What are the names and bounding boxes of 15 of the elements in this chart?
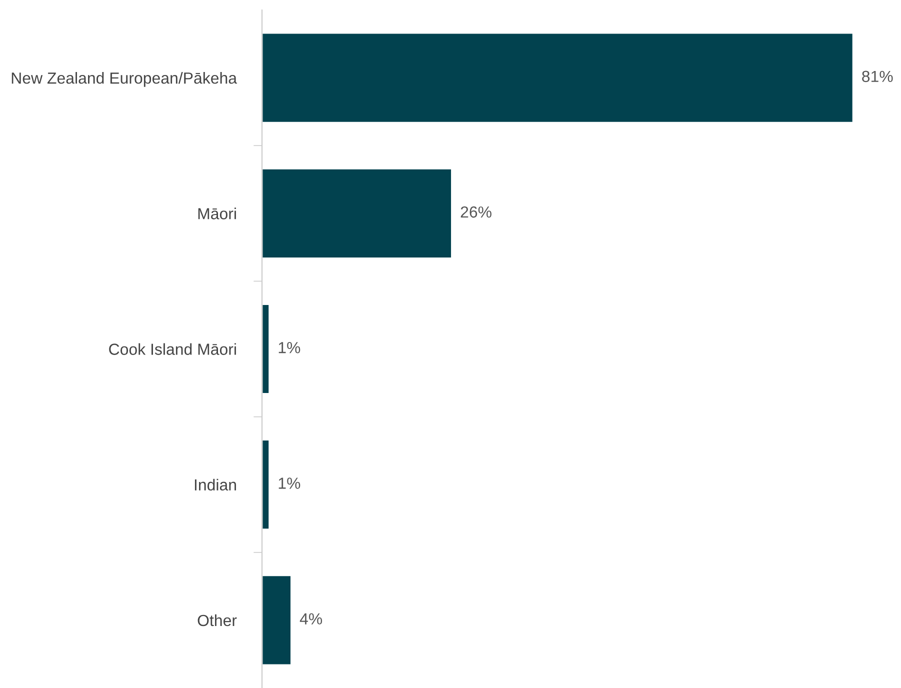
y-tick-label: Other xyxy=(198,614,237,626)
bar xyxy=(262,168,452,259)
data-label: 26% xyxy=(460,206,492,218)
data-label: 1% xyxy=(278,478,300,489)
bar xyxy=(262,304,270,394)
y-tick-label: Māori xyxy=(198,208,236,220)
data-label: 81% xyxy=(862,70,893,82)
y-tick-label: Indian xyxy=(194,478,236,491)
y-tick-label: Cook Island Māori xyxy=(109,343,236,355)
y-tick-label: New Zealand European/Pākeha xyxy=(12,72,238,87)
data-label: 1% xyxy=(278,342,300,354)
bar xyxy=(262,574,292,666)
bar xyxy=(262,439,270,530)
bar xyxy=(262,32,854,124)
data-label: 4% xyxy=(300,613,322,624)
